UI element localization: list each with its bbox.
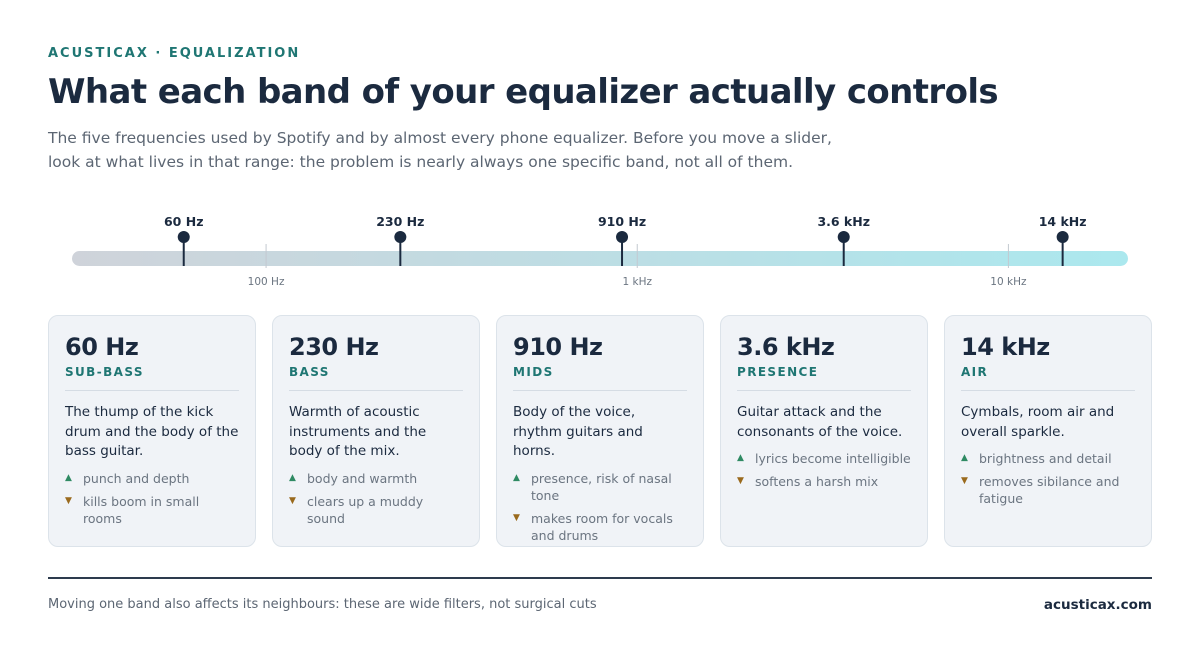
triangle-up-icon: ▲	[65, 472, 72, 483]
band-marker-dot	[394, 231, 407, 243]
subtitle-line: look at what lives in that range: the pr…	[48, 153, 794, 171]
band-cards: 60 Hz SUB-BASS The thump of the kick dru…	[48, 315, 1152, 547]
band-card-mids: 910 Hz MIDS Body of the voice, rhythm gu…	[496, 315, 704, 547]
band-description: The thump of the kick drum and the body …	[65, 404, 239, 459]
band-marker-label: 60 Hz	[164, 214, 203, 229]
band-marker-label: 14 kHz	[1039, 214, 1087, 229]
cut-effect: ▼ removes sibilance and fatigue	[961, 473, 1135, 507]
band-frequency: 14 kHz	[961, 333, 1050, 361]
band-effects: ▲ brightness and detail ▼ removes sibilanc…	[961, 450, 1135, 507]
cut-effect: ▼ clears up a muddy sound	[289, 493, 463, 527]
card-divider	[65, 390, 239, 391]
band-frequency: 60 Hz	[65, 333, 139, 361]
band-marker-label: 3.6 kHz	[817, 214, 870, 229]
band-effects: ▲ punch and depth ▼ kills boom in small ro…	[65, 470, 239, 527]
band-name: AIR	[961, 365, 989, 379]
scale-bar	[72, 251, 1128, 266]
triangle-up-icon: ▲	[961, 453, 968, 463]
band-description: Cymbals, room air and overall sparkle.	[961, 404, 1115, 440]
scale-tick-label: 10 kHz	[990, 276, 1027, 288]
frequency-scale-graphic: 100 Hz 1 kHz 10 kHz 60 Hz 230 Hz 910 Hz 3.6 kH…	[72, 214, 1128, 288]
band-description: Warmth of acoustic instruments and the b…	[289, 404, 427, 459]
band-name: PRESENCE	[737, 365, 819, 379]
frequency-scale: 100 Hz 1 kHz 10 kHz 60 Hz 230 Hz 910 Hz 3.6 kH…	[72, 200, 1128, 300]
band-card-sub-bass: 60 Hz SUB-BASS The thump of the kick dru…	[48, 315, 256, 547]
cut-effect: ▼ makes room for vocals and drums	[513, 510, 687, 544]
card-divider	[289, 390, 463, 391]
triangle-up-icon: ▲	[737, 453, 744, 463]
scale-tick-label: 100 Hz	[248, 276, 285, 288]
triangle-down-icon: ▼	[65, 495, 72, 506]
band-frequency: 3.6 kHz	[737, 333, 835, 361]
band-effects: ▲ body and warmth ▼ clears up a muddy soun…	[289, 470, 463, 527]
footer-site-link[interactable]: acusticax.com	[1043, 597, 1152, 613]
band-frequency: 230 Hz	[289, 333, 379, 361]
triangle-down-icon: ▼	[961, 476, 968, 486]
cut-text: removes sibilance and fatigue	[979, 474, 1120, 506]
band-marker-dot	[1056, 231, 1069, 243]
band-name: MIDS	[513, 365, 554, 379]
band-card-air: 14 kHz AIR Cymbals, room air and overall…	[944, 315, 1152, 547]
band-marker-label: 910 Hz	[598, 214, 646, 229]
band-description: Body of the voice, rhythm guitars and ho…	[513, 404, 643, 459]
boost-text: lyrics become intelligible	[755, 451, 911, 466]
boost-text: body and warmth	[307, 470, 418, 486]
band-effects: ▲ lyrics become intelligible ▼ softens a h…	[737, 450, 911, 490]
band-description: Guitar attack and the consonants of the …	[737, 404, 903, 440]
eyebrow: ACUSTICAX · EQUALIZATION	[48, 46, 301, 61]
scale-tick-label: 1 kHz	[622, 276, 652, 288]
band-marker-label: 230 Hz	[376, 214, 424, 229]
triangle-up-icon: ▲	[513, 472, 520, 483]
cut-effect: ▼ kills boom in small rooms	[65, 493, 239, 527]
cut-effect: ▼ softens a harsh mix	[737, 473, 911, 490]
boost-effect: ▲ lyrics become intelligible	[737, 450, 911, 467]
band-frequency: 910 Hz	[513, 333, 603, 361]
band-marker-dot	[616, 231, 629, 243]
footer-divider	[48, 577, 1152, 579]
cut-text: makes room for vocals and drums	[531, 510, 673, 543]
subtitle-line: The five frequencies used by Spotify and…	[48, 129, 832, 147]
triangle-down-icon: ▼	[737, 476, 744, 486]
boost-effect: ▲ body and warmth	[289, 470, 463, 487]
band-name: BASS	[289, 365, 330, 379]
band-name: SUB-BASS	[65, 365, 144, 379]
boost-text: brightness and detail	[979, 451, 1112, 466]
band-marker-dot	[177, 231, 190, 243]
band-card-presence: 3.6 kHz PRESENCE Guitar attack and the c…	[720, 315, 928, 547]
cut-text: kills boom in small rooms	[83, 493, 200, 526]
page-subtitle: The five frequencies used by Spotify and…	[48, 126, 868, 174]
card-divider	[961, 390, 1135, 391]
footer-note: Moving one band also affects its neighbo…	[48, 597, 597, 612]
triangle-up-icon: ▲	[289, 472, 296, 483]
triangle-down-icon: ▼	[289, 495, 296, 506]
boost-effect: ▲ presence, risk of nasal tone	[513, 470, 687, 504]
card-divider	[737, 390, 911, 391]
card-divider	[513, 390, 687, 391]
page-title: What each band of your equalizer actuall…	[48, 72, 999, 112]
boost-text: punch and depth	[83, 470, 190, 486]
boost-effect: ▲ brightness and detail	[961, 450, 1135, 467]
boost-text: presence, risk of nasal tone	[531, 470, 672, 503]
band-card-bass: 230 Hz BASS Warmth of acoustic instrumen…	[272, 315, 480, 547]
cut-text: softens a harsh mix	[755, 474, 879, 489]
cut-text: clears up a muddy sound	[307, 493, 424, 526]
band-effects: ▲ presence, risk of nasal tone ▼ makes roo…	[513, 470, 687, 544]
boost-effect: ▲ punch and depth	[65, 470, 239, 487]
band-marker-dot	[837, 231, 850, 243]
triangle-down-icon: ▼	[513, 512, 520, 523]
